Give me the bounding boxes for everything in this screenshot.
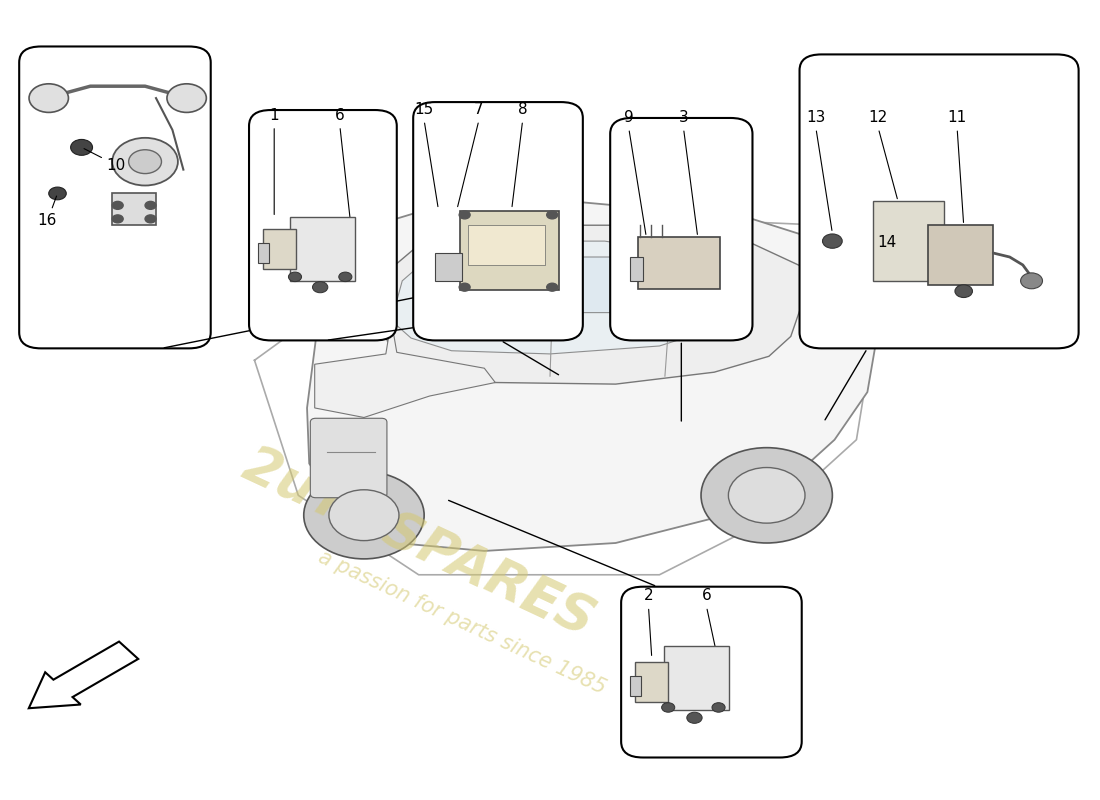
Text: 16: 16 [37,196,57,228]
FancyBboxPatch shape [310,418,387,498]
Text: 13: 13 [806,110,826,125]
Circle shape [329,490,399,541]
Circle shape [288,272,301,282]
Circle shape [304,471,425,559]
FancyBboxPatch shape [414,102,583,341]
Circle shape [823,234,843,248]
Circle shape [459,283,470,291]
Circle shape [29,84,68,113]
Text: 2uTOSPARES: 2uTOSPARES [234,438,603,647]
Polygon shape [112,194,156,226]
Text: 2: 2 [644,588,653,603]
Circle shape [459,211,470,219]
FancyBboxPatch shape [289,218,355,281]
Circle shape [712,702,725,712]
FancyArrow shape [29,642,139,708]
FancyBboxPatch shape [468,226,544,265]
FancyBboxPatch shape [630,257,644,281]
Text: 6: 6 [702,588,712,603]
Text: 6: 6 [336,107,344,122]
FancyBboxPatch shape [873,202,944,281]
Text: 10: 10 [84,149,126,173]
Circle shape [112,215,123,223]
Circle shape [145,202,156,210]
Circle shape [728,467,805,523]
FancyBboxPatch shape [630,676,641,695]
PathPatch shape [392,241,730,354]
Text: a passion for parts since 1985: a passion for parts since 1985 [316,547,609,698]
Circle shape [112,202,123,210]
Text: 14: 14 [878,234,896,250]
Circle shape [701,448,833,543]
Text: 7: 7 [474,102,484,117]
Circle shape [70,139,92,155]
FancyBboxPatch shape [436,253,462,281]
FancyBboxPatch shape [636,662,668,702]
Circle shape [955,285,972,298]
FancyBboxPatch shape [927,226,993,285]
Circle shape [129,150,162,174]
Circle shape [167,84,207,113]
Circle shape [145,215,156,223]
Ellipse shape [323,320,350,330]
FancyBboxPatch shape [638,237,719,289]
Text: 3: 3 [679,110,689,125]
Circle shape [547,211,558,219]
PathPatch shape [381,226,802,384]
Circle shape [312,282,328,293]
Text: 1: 1 [270,107,279,122]
FancyBboxPatch shape [460,211,559,290]
FancyBboxPatch shape [19,46,211,348]
FancyBboxPatch shape [257,242,268,262]
FancyBboxPatch shape [249,110,397,341]
Text: 9: 9 [624,110,634,125]
Circle shape [686,712,702,723]
FancyBboxPatch shape [663,646,729,710]
Text: 15: 15 [415,102,433,117]
FancyBboxPatch shape [621,586,802,758]
Circle shape [48,187,66,200]
Circle shape [1021,273,1043,289]
Text: 8: 8 [518,102,528,117]
PathPatch shape [307,202,878,551]
Text: 12: 12 [869,110,888,125]
Circle shape [112,138,178,186]
Circle shape [339,272,352,282]
Circle shape [661,702,674,712]
FancyBboxPatch shape [610,118,752,341]
Text: 11: 11 [947,110,967,125]
FancyBboxPatch shape [906,214,923,269]
FancyBboxPatch shape [263,229,296,269]
Circle shape [547,283,558,291]
PathPatch shape [315,321,495,418]
FancyBboxPatch shape [500,257,644,313]
FancyBboxPatch shape [800,54,1079,348]
